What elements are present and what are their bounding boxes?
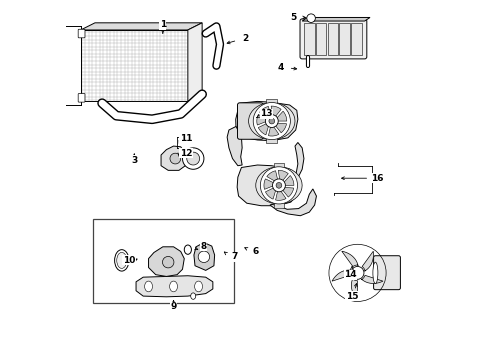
Circle shape: [307, 14, 316, 22]
Circle shape: [198, 251, 210, 262]
Polygon shape: [294, 143, 304, 177]
Polygon shape: [237, 165, 300, 206]
Polygon shape: [302, 18, 370, 21]
Bar: [351, 23, 362, 55]
FancyBboxPatch shape: [78, 94, 85, 102]
Bar: [267, 136, 277, 143]
Polygon shape: [279, 185, 294, 197]
Polygon shape: [362, 251, 373, 271]
Polygon shape: [148, 247, 184, 276]
Text: 6: 6: [252, 247, 259, 256]
Text: 15: 15: [346, 292, 358, 301]
Bar: [304, 23, 315, 55]
Polygon shape: [269, 121, 279, 136]
Ellipse shape: [145, 281, 152, 292]
Polygon shape: [248, 103, 295, 140]
Text: 10: 10: [122, 256, 135, 265]
FancyBboxPatch shape: [300, 19, 367, 59]
Ellipse shape: [195, 281, 202, 292]
Polygon shape: [278, 170, 288, 185]
Polygon shape: [279, 175, 294, 185]
Polygon shape: [332, 270, 351, 281]
Circle shape: [253, 103, 291, 140]
Polygon shape: [257, 114, 272, 125]
Polygon shape: [81, 30, 188, 102]
Polygon shape: [227, 126, 242, 166]
Polygon shape: [136, 276, 213, 297]
Circle shape: [351, 266, 364, 279]
Text: 11: 11: [180, 134, 192, 143]
Text: 8: 8: [201, 242, 207, 251]
Polygon shape: [260, 107, 272, 121]
Polygon shape: [81, 23, 202, 30]
Bar: [273, 163, 284, 170]
Polygon shape: [272, 111, 287, 121]
Text: 5: 5: [290, 13, 296, 22]
Polygon shape: [271, 106, 281, 121]
Circle shape: [266, 114, 278, 127]
Circle shape: [276, 183, 282, 188]
Text: 2: 2: [242, 35, 248, 44]
Ellipse shape: [373, 262, 378, 284]
Polygon shape: [256, 167, 302, 204]
Polygon shape: [188, 23, 202, 102]
Bar: [327, 23, 338, 55]
Circle shape: [182, 148, 204, 169]
Polygon shape: [161, 146, 185, 170]
Polygon shape: [267, 171, 279, 185]
Bar: [316, 23, 326, 55]
Ellipse shape: [191, 293, 196, 299]
Polygon shape: [351, 278, 358, 300]
Polygon shape: [361, 275, 383, 283]
Polygon shape: [264, 179, 279, 189]
FancyBboxPatch shape: [238, 103, 263, 139]
Ellipse shape: [184, 245, 192, 254]
Text: 7: 7: [231, 252, 238, 261]
Ellipse shape: [115, 249, 129, 271]
Circle shape: [163, 256, 174, 268]
Polygon shape: [272, 121, 287, 133]
Bar: [267, 99, 277, 106]
Circle shape: [170, 153, 181, 164]
Bar: [273, 201, 284, 207]
Polygon shape: [266, 185, 279, 199]
Circle shape: [272, 179, 285, 192]
Ellipse shape: [170, 281, 177, 292]
Text: 3: 3: [131, 156, 137, 165]
Text: 14: 14: [344, 270, 357, 279]
Circle shape: [260, 167, 297, 204]
FancyBboxPatch shape: [373, 256, 400, 290]
Polygon shape: [270, 189, 317, 216]
Polygon shape: [275, 185, 286, 200]
Text: 16: 16: [371, 174, 383, 183]
Polygon shape: [236, 102, 298, 141]
Text: 9: 9: [171, 302, 177, 311]
Ellipse shape: [117, 252, 127, 269]
Bar: [93, 219, 234, 303]
Polygon shape: [194, 243, 215, 270]
Circle shape: [269, 118, 275, 124]
Circle shape: [187, 152, 199, 165]
Text: 13: 13: [260, 109, 272, 118]
Text: 1: 1: [160, 20, 166, 29]
Text: 12: 12: [180, 149, 192, 158]
FancyBboxPatch shape: [78, 29, 85, 38]
Bar: [339, 23, 350, 55]
Polygon shape: [342, 251, 358, 266]
Text: 4: 4: [277, 63, 284, 72]
Polygon shape: [258, 121, 272, 135]
